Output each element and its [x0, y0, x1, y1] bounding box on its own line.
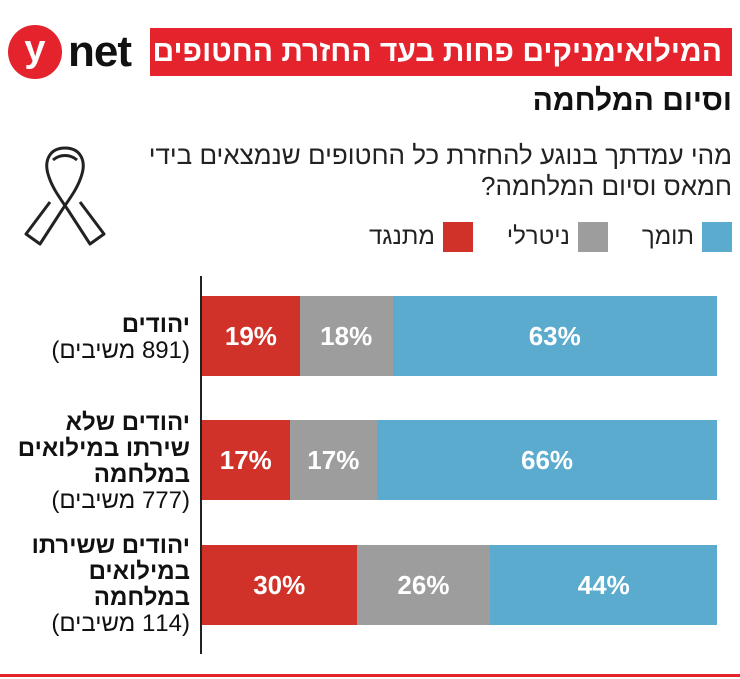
chart-legend: תומך ניטרלי מתנגד: [335, 222, 732, 252]
data-label: 17%: [307, 444, 360, 475]
category-label: יהודים שלא שירתו במילואים במלחמה (777 משיבי…: [0, 410, 190, 514]
legend-swatch-oppose: [442, 222, 473, 252]
legend-item-support: תומך: [642, 222, 732, 252]
category-respondents: (777 משיבים): [51, 487, 190, 514]
data-label: 19%: [224, 320, 277, 351]
category-name-line: יהודים: [121, 311, 190, 338]
category-name-line: במלחמה: [93, 461, 190, 488]
legend-item-oppose: מתנגד: [369, 222, 473, 252]
data-label: 63%: [528, 320, 581, 351]
category-name: יהודים ששירתו במילואים במלחמה: [0, 533, 190, 611]
category-name: יהודים: [0, 312, 190, 338]
data-label: 18%: [320, 320, 373, 351]
logo-text: net: [68, 27, 132, 76]
category-name: יהודים שלא שירתו במילואים במלחמה: [0, 410, 190, 488]
stacked-bar: 30% 26% 44%: [202, 545, 717, 625]
bar-segment: 17%: [289, 420, 378, 500]
category-respondents: (891 משיבים): [51, 337, 190, 364]
data-label: 17%: [219, 444, 272, 475]
legend-label-support: תומך: [641, 223, 694, 250]
legend-label-neutral: ניטרלי: [506, 223, 570, 250]
stacked-bar: 17% 17% 66%: [202, 420, 717, 500]
category-name-line: במלחמה: [93, 584, 190, 611]
bar-segment: 30%: [202, 545, 357, 625]
legend-swatch-support: [702, 222, 732, 252]
legend-swatch-neutral: [577, 222, 608, 252]
logo-mark: y: [8, 25, 62, 79]
data-label: 44%: [577, 569, 630, 600]
category-name-line: שירתו במילואים: [17, 435, 190, 462]
data-label: 66%: [521, 444, 574, 475]
bar-segment: 17%: [202, 420, 290, 500]
legend-item-neutral: ניטרלי: [507, 222, 608, 252]
stacked-bar: 19% 18% 63%: [202, 296, 717, 376]
chart-title: המילואימניקים פחות בעד החזרת החטופים: [150, 28, 732, 76]
bar-segment: 44%: [490, 545, 717, 625]
ynet-logo[interactable]: y net: [8, 22, 132, 82]
bar-segment: 19%: [202, 296, 300, 376]
bar-segment: 66%: [377, 420, 717, 500]
data-label: 26%: [397, 569, 450, 600]
bar-segment: 63%: [392, 296, 717, 376]
bar-segment: 18%: [299, 296, 393, 376]
category-name-line: יהודים ששירתו: [31, 532, 190, 559]
category-respondents: (114 משיבים): [51, 610, 190, 637]
legend-label-oppose: מתנגד: [369, 223, 435, 250]
survey-question: מהי עמדתך בנוגע להחזרת כל החטופים שנמצאי…: [148, 140, 732, 201]
chart-axis-line: [200, 276, 202, 654]
category-label: יהודים (891 משיבים): [0, 312, 190, 364]
awareness-ribbon-icon: [24, 146, 106, 246]
data-label: 30%: [253, 569, 306, 600]
bar-segment: 26%: [356, 545, 491, 625]
chart-title-line2: וסיום המלחמה: [532, 84, 732, 117]
category-name-line: במילואים: [88, 558, 190, 585]
category-name-line: יהודים שלא: [65, 409, 190, 436]
bottom-divider: [0, 674, 740, 677]
category-label: יהודים ששירתו במילואים במלחמה (114 משיבים): [0, 533, 190, 637]
